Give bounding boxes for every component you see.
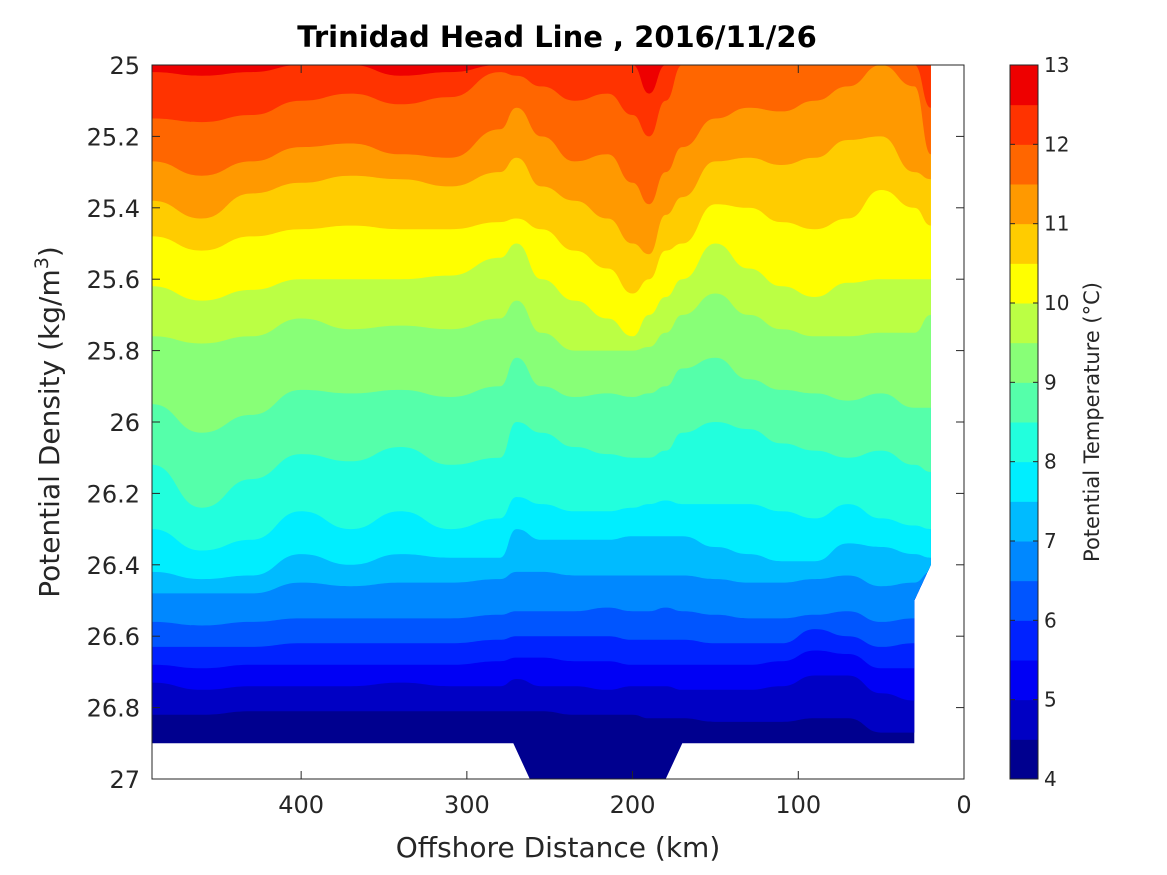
colorbar-tick-label: 10 (1044, 291, 1069, 315)
contour-band-12 (152, 65, 931, 137)
colorbar-segment (1010, 382, 1038, 423)
x-axis: 400 300 200 100 0 (278, 65, 972, 819)
colorbar-segment (1010, 422, 1038, 463)
colorbar-segment (1010, 223, 1038, 264)
colorbar-tick-label: 12 (1044, 132, 1069, 156)
colorbar-segment (1010, 620, 1038, 661)
y-tick-label: 26.2 (87, 480, 140, 508)
colorbar-title: Potential Temperature (°C) (1080, 282, 1104, 562)
colorbar-segment (1010, 342, 1038, 383)
colorbar-tick-label: 4 (1044, 767, 1057, 791)
colorbar-segment (1010, 263, 1038, 304)
contour-bands (152, 65, 931, 779)
colorbar-tick-label: 9 (1044, 370, 1057, 394)
y-tick-label: 25.8 (87, 338, 140, 366)
contour-band-11_5 (152, 65, 931, 205)
colorbar-segment (1010, 184, 1038, 225)
y-tick-label: 25.6 (87, 266, 140, 294)
x-tick-label: 100 (775, 791, 821, 819)
colorbar-tick-label: 5 (1044, 688, 1057, 712)
y-axis-title: Potential Density (kg/m3) (31, 246, 66, 598)
x-tick-label: 0 (956, 791, 971, 819)
y-tick-label: 26 (109, 409, 140, 437)
y-tick-label: 26.4 (87, 552, 140, 580)
colorbar-segment (1010, 739, 1038, 780)
colorbar-frame (1009, 64, 1039, 780)
colorbar-tick-label: 11 (1044, 212, 1069, 236)
x-tick-label: 200 (610, 791, 656, 819)
colorbar-tick-label: 6 (1044, 608, 1057, 632)
x-tick-label: 400 (278, 791, 324, 819)
colorbar-segment (1010, 541, 1038, 582)
y-tick-label: 25.2 (87, 123, 140, 151)
colorbar-segment (1010, 461, 1038, 502)
y-axis-title-close: ) (33, 246, 66, 257)
colorbar-segment (1010, 104, 1038, 145)
contour-band-12_5 (152, 65, 931, 94)
colorbar-segment (1010, 699, 1038, 740)
y-axis-title-main: Potential Density (kg/m (33, 269, 66, 598)
x-tick-label: 300 (444, 791, 490, 819)
y-tick-label: 25 (109, 52, 140, 80)
colorbar-tick-label: 7 (1044, 529, 1057, 553)
x-axis-title: Offshore Distance (km) (396, 831, 721, 864)
y-axis: 25 25.2 25.4 25.6 25.8 26 26.2 26.4 26.6 26.8 27 (87, 52, 964, 794)
colorbar-segment (1010, 580, 1038, 621)
y-tick-label: 27 (109, 766, 140, 794)
colorbar-segment (1010, 303, 1038, 344)
y-axis-title-superscript: 3 (31, 257, 53, 269)
colorbar: 4 5 6 7 8 9 10 11 12 13 (1009, 53, 1069, 791)
y-tick-label: 25.4 (87, 195, 140, 223)
colorbar-segment (1010, 144, 1038, 185)
colorbar-segment (1010, 501, 1038, 542)
y-tick-label: 26.8 (87, 695, 140, 723)
chart-title: Trinidad Head Line , 2016/11/26 (297, 20, 817, 54)
colorbar-segment (1010, 65, 1038, 106)
colorbar-segment (1010, 660, 1038, 701)
colorbar-tick-label: 13 (1044, 53, 1069, 77)
y-tick-label: 26.6 (87, 623, 140, 651)
colorbar-tick-label: 8 (1044, 450, 1057, 474)
